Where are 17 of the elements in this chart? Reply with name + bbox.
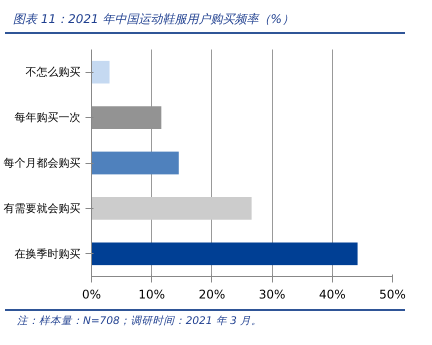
bar <box>92 197 252 220</box>
y-tick-label: 有需要就会购买 <box>4 202 80 216</box>
x-tick-label: 50% <box>379 288 406 302</box>
x-tick-label: 20% <box>198 288 226 302</box>
x-tick-label: 0% <box>82 288 102 302</box>
text: 注：样本量：N=708；调研时间：2021 年 3 月。 <box>17 314 262 330</box>
bar <box>92 152 179 174</box>
y-tick-label: 每年购买一次 <box>14 111 80 124</box>
chart-title: 图表 11：2021 年中国运动鞋服用户购买频率（%） <box>13 11 294 28</box>
bar <box>92 60 110 84</box>
x-tick-label: 10% <box>138 288 166 302</box>
x-tick-label: 40% <box>318 288 346 302</box>
x-tick-label: 30% <box>258 288 286 302</box>
bar <box>92 242 358 266</box>
y-tick-label: 不怎么购买 <box>26 66 80 79</box>
y-tick-label: 在换季时购买 <box>14 247 80 260</box>
y-tick-label: 每个月都会购买 <box>4 156 80 170</box>
